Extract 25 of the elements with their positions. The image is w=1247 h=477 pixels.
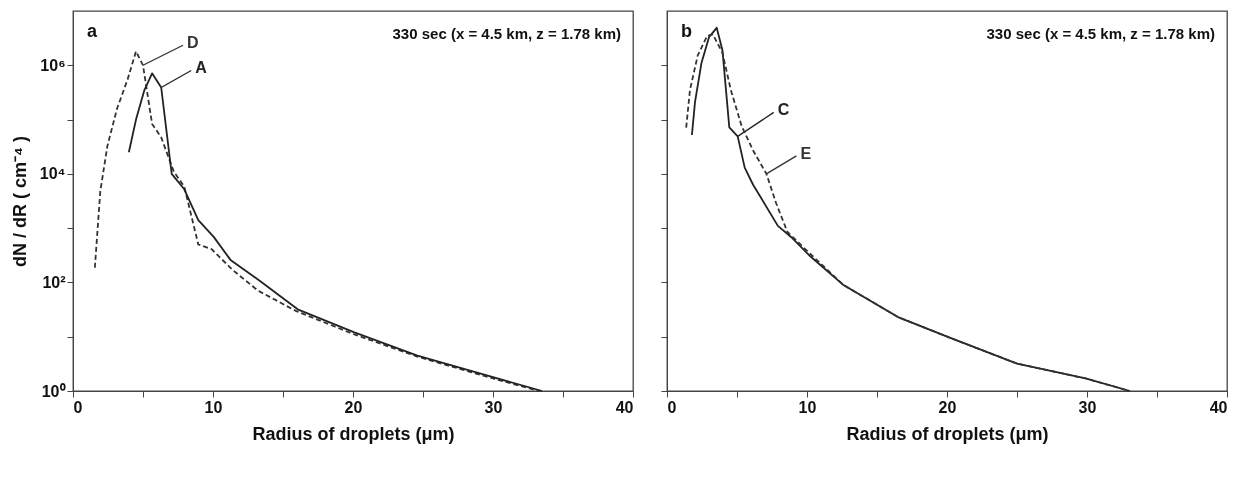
x-tick-label: 40	[1209, 398, 1228, 416]
y-tick-label: 10²	[42, 273, 66, 291]
y-axis-title: dN / dR ( cm⁻⁴ )	[9, 136, 30, 267]
x-tick-label: 20	[344, 398, 363, 416]
annotation: b	[681, 21, 692, 41]
x-tick-label: 10	[798, 398, 817, 416]
legend-label: A	[195, 59, 208, 77]
annotation: a	[87, 21, 98, 41]
x-tick-label: 40	[615, 398, 634, 416]
x-tick-label: 30	[1078, 398, 1097, 416]
text: D	[187, 34, 199, 52]
x-tick-label: 0	[667, 398, 677, 416]
x-axis-title: Radius of droplets (μm)	[252, 423, 455, 444]
x-tick-label: 0	[73, 398, 83, 416]
text: C	[777, 101, 790, 119]
annotation: 330 sec (x = 4.5 km, z = 1.78 km)	[392, 25, 621, 42]
annotation: 330 sec (x = 4.5 km, z = 1.78 km)	[986, 25, 1215, 42]
text: E	[800, 144, 812, 162]
x-axis-title: Radius of droplets (μm)	[846, 423, 1049, 444]
x-tick-label: 20	[938, 398, 957, 416]
x-tick-label: 30	[484, 398, 503, 416]
y-tick-label: 10⁰	[41, 382, 66, 400]
x-tick-label: 10	[204, 398, 223, 416]
y-tick-label: 10⁶	[40, 56, 66, 74]
y-tick-label: 10⁴	[39, 165, 66, 183]
